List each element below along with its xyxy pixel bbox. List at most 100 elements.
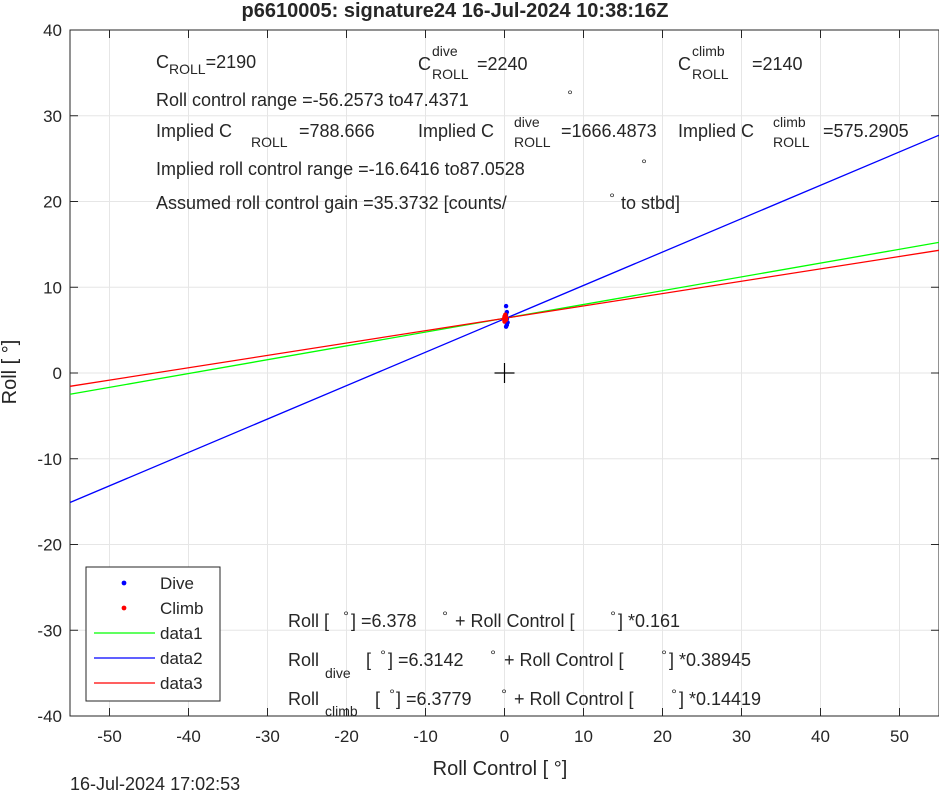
legend-label-data3: data3 [160,674,203,693]
y-tick-label: 0 [53,364,62,383]
svg-text:°: ° [610,608,616,624]
svg-text:Implied C: Implied C [678,121,754,141]
legend-label-data1: data1 [160,624,203,643]
svg-text:climb: climb [325,703,358,719]
svg-text:=2240: =2240 [477,54,528,74]
c-roll-label: CROLL=2190 [156,52,256,77]
svg-text:ROLL: ROLL [432,66,469,82]
svg-text:] *0.161: ] *0.161 [618,611,680,631]
implied-c-roll: Implied C ROLL =788.666 [156,121,375,150]
svg-text:ROLL: ROLL [773,134,810,150]
legend-label-dive: Dive [160,574,194,593]
footer-timestamp: 16-Jul-2024 17:02:53 [70,774,240,792]
svg-text:ROLL: ROLL [692,66,729,82]
roll-control-range-degree: ° [567,87,573,103]
svg-text:] *0.38945: ] *0.38945 [669,650,751,670]
point-climb [503,315,509,320]
svg-text:] =6.378: ] =6.378 [351,611,417,631]
legend: Dive Climb data1 data2 data3 [85,566,221,702]
svg-text:climb: climb [773,114,806,130]
coefficient-annotations: CROLL=2190 C dive ROLL =2240 C climb ROL… [156,43,909,213]
svg-text:dive: dive [514,114,540,130]
fit-equations: Roll [ ° ] =6.378 ° + Roll Control [ ° ]… [288,608,761,719]
svg-text:] =6.3779: ] =6.3779 [396,689,472,709]
svg-text:C: C [418,54,431,74]
x-tick-label: -30 [255,727,280,746]
point-dive [503,324,509,329]
svg-text:=1666.4873: =1666.4873 [561,121,657,141]
svg-text:°: ° [490,647,496,663]
svg-text:climb: climb [692,43,725,59]
svg-text:] *0.14419: ] *0.14419 [679,689,761,709]
svg-text:ROLL: ROLL [514,134,551,150]
legend-box [85,566,221,702]
series [69,134,939,504]
x-tick-label: -10 [413,727,438,746]
y-axis-label: Roll [ °] [0,340,21,405]
legend-marker-climb [121,605,127,611]
svg-text:Roll: Roll [288,689,319,709]
roll-control-range: Roll control range =-56.2573 to47.4371 [156,90,469,110]
svg-text:°: ° [661,647,667,663]
svg-text:+ Roll Control [: + Roll Control [ [504,650,624,670]
svg-text:=788.666: =788.666 [299,121,375,141]
fit-all-equation: Roll [ ° ] =6.378 ° + Roll Control [ ° ]… [288,608,680,631]
svg-text:°: ° [380,647,386,663]
svg-text:Roll: Roll [288,650,319,670]
svg-text:[: [ [375,689,380,709]
y-tick-label: -40 [37,707,62,726]
x-tick-label: -50 [97,727,122,746]
c-roll-climb-label: C climb ROLL =2140 [678,43,803,82]
point-dive [503,303,509,309]
y-tick-label: 40 [43,21,62,40]
x-tick-label: 50 [890,727,909,746]
svg-text:Implied C: Implied C [156,121,232,141]
legend-label-data2: data2 [160,649,203,668]
chart-title: p6610005: signature24 16-Jul-2024 10:38:… [242,0,669,22]
y-tick-label: 30 [43,107,62,126]
x-tick-label: -40 [176,727,201,746]
implied-range-degree: ° [641,156,647,172]
svg-text:] =6.3142: ] =6.3142 [388,650,464,670]
x-tick-label: -20 [334,727,359,746]
y-tick-label: -30 [37,621,62,640]
svg-text:=2140: =2140 [752,54,803,74]
x-tick-label: 0 [500,727,509,746]
svg-text:ROLL: ROLL [251,134,288,150]
svg-text:°: ° [343,608,349,624]
svg-text:Roll [: Roll [ [288,611,329,631]
x-axis-label: Roll Control [ °] [433,758,568,780]
implied-roll-control-range: Implied roll control range =-16.6416 to8… [156,159,525,179]
legend-label-climb: Climb [160,599,203,618]
svg-text:dive: dive [325,665,351,681]
implied-c-roll-dive: Implied C dive ROLL =1666.4873 [418,114,657,150]
legend-marker-dive [121,580,127,586]
svg-text:°: ° [389,686,395,702]
svg-text:dive: dive [432,43,458,59]
svg-text:°: ° [442,608,448,624]
assumed-gain-tail: to stbd] [621,193,680,213]
svg-text:°: ° [671,686,677,702]
svg-text:C: C [678,54,691,74]
y-tick-label: 10 [43,278,62,297]
x-tick-label: 40 [811,727,830,746]
svg-text:[: [ [366,650,371,670]
c-roll-dive-label: C dive ROLL =2240 [418,43,528,82]
y-ticks: -40 -30 -20 -10 0 10 20 30 40 [37,21,939,726]
svg-text:+ Roll Control [: + Roll Control [ [455,611,575,631]
fit-climb-equation: Roll climb [ ° ] =6.3779 ° + Roll Contro… [288,686,761,719]
x-tick-label: 30 [732,727,751,746]
implied-c-roll-climb: Implied C climb ROLL =575.2905 [678,114,909,150]
svg-text:=575.2905: =575.2905 [823,121,909,141]
x-tick-label: 20 [653,727,672,746]
assumed-roll-control-gain: Assumed roll control gain =35.3732 [coun… [156,193,507,213]
x-ticks: -50 -40 -30 -20 -10 0 10 20 30 40 50 [97,30,909,746]
assumed-gain-degree: ° [609,190,615,206]
svg-text:+ Roll Control [: + Roll Control [ [514,689,634,709]
svg-text:Implied C: Implied C [418,121,494,141]
fit-dive-equation: Roll dive [ ° ] =6.3142 ° + Roll Control… [288,647,751,681]
y-tick-label: -10 [37,450,62,469]
svg-text:°: ° [501,686,507,702]
x-tick-label: 10 [574,727,593,746]
